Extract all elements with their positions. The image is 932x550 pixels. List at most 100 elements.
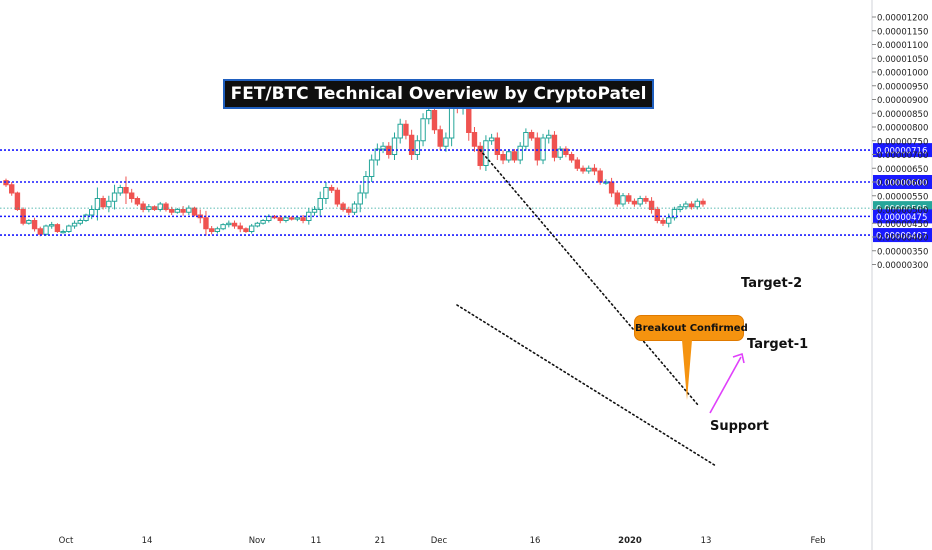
time-axis[interactable]: Oct 14 Nov 11 21 Dec 16 2020 13 Feb [59, 536, 826, 546]
support-label: Support [710, 419, 769, 434]
candle-body [94, 198, 101, 210]
candle-body [180, 209, 186, 213]
price-tick-label: 0.00000850 [877, 110, 928, 120]
candle-body [31, 220, 38, 230]
price-tick-label: 0.00000800 [877, 124, 928, 134]
candle-body [288, 217, 295, 220]
candle-body [254, 222, 261, 227]
candle-body [14, 192, 21, 210]
candle-body [488, 137, 495, 142]
callout-pointer [682, 340, 692, 400]
candle-body [248, 225, 255, 232]
candle-body [511, 151, 518, 161]
candle-body [534, 137, 541, 161]
candle-body [174, 209, 181, 213]
candle-body [111, 192, 118, 202]
price-axis[interactable]: 0.00001200 0.00001150 0.00001100 0.00001050… [871, 0, 928, 550]
candle-body [500, 154, 506, 161]
candle-body [323, 187, 329, 199]
candle-body [237, 225, 243, 230]
wedge-lower-line [456, 304, 717, 467]
candle-body [300, 217, 306, 221]
falling-wedge [456, 149, 717, 467]
candle-body [671, 209, 678, 219]
candle-body [660, 220, 666, 224]
candle-body [648, 200, 655, 210]
candle-body [317, 198, 323, 210]
candle-body [346, 209, 352, 213]
candle-body [666, 217, 672, 224]
candle-body [77, 220, 83, 224]
wedge-upper-line [479, 149, 699, 406]
candle-body [83, 214, 89, 221]
candle-body [631, 200, 638, 205]
candle-body [208, 228, 215, 232]
price-tick-label: 0.00001200 [877, 14, 928, 24]
candle-body [54, 224, 61, 232]
candle-body [88, 209, 95, 216]
price-tick-label: 0.00000450 [877, 220, 928, 230]
candle-body [431, 110, 438, 131]
candle-body [557, 148, 563, 158]
price-tick-label: 0.00000500 [877, 206, 928, 216]
level-tag-low [873, 228, 932, 243]
level-lines: 0.000007160.000006000.000005050.00000475… [0, 143, 932, 243]
candle-body [340, 203, 346, 210]
candle-body [203, 217, 209, 230]
candle-body [231, 222, 238, 227]
price-tick-label: 0.00000650 [877, 165, 928, 175]
candle-body [528, 132, 535, 139]
candle-body [408, 134, 415, 155]
price-tick-label: 0.00000950 [877, 82, 928, 92]
candle-body [168, 209, 175, 213]
candle-body [163, 203, 169, 210]
candle-body [368, 159, 375, 177]
candle-body [66, 225, 72, 232]
price-tick-label: 0.00000350 [877, 247, 928, 257]
candle-body [551, 134, 558, 158]
candle-body [43, 225, 49, 235]
candle-body [128, 192, 135, 199]
level-tag-support [873, 209, 932, 224]
candle-body [334, 189, 341, 205]
candle-body [574, 159, 581, 169]
breakout-callout: Breakout Confirmed [634, 315, 748, 341]
candle-body [100, 198, 106, 208]
candle-body [117, 187, 123, 194]
time-tick-label: Dec [431, 536, 448, 546]
candle-body [380, 145, 386, 150]
candle-body [37, 228, 43, 235]
time-tick-label: 21 [375, 536, 386, 546]
time-tick-label: 14 [142, 536, 153, 546]
candle-body [637, 198, 643, 205]
candle-body [546, 134, 552, 139]
level-tag-label-support: 0.00000475 [876, 213, 927, 223]
target-1-label: Target-1 [747, 337, 809, 352]
time-tick-label: Oct [59, 536, 74, 546]
candle-body [608, 181, 615, 194]
time-tick-label: 13 [701, 536, 712, 546]
price-tick-label: 0.00000600 [877, 179, 928, 189]
time-tick-label: Feb [810, 536, 825, 546]
candle-body [420, 118, 426, 142]
candle-body [403, 123, 409, 136]
candle-body [294, 217, 301, 220]
candle-body [580, 167, 586, 172]
candle-body [568, 154, 575, 161]
candle-body [157, 203, 163, 210]
candle-body [540, 137, 546, 161]
candle-body [9, 184, 15, 194]
price-tick-label: 0.00000700 [877, 151, 928, 161]
candle-body [134, 198, 141, 205]
candle-body [414, 140, 421, 155]
candle-body [60, 231, 66, 234]
candle-body [620, 195, 626, 205]
candle-body [220, 224, 226, 230]
time-tick-label: 11 [311, 536, 322, 546]
candle-body [214, 228, 221, 232]
candle-body [563, 148, 569, 155]
candle-body [506, 151, 512, 161]
candle-body [243, 228, 249, 232]
price-tick-label: 0.00000900 [877, 96, 928, 106]
